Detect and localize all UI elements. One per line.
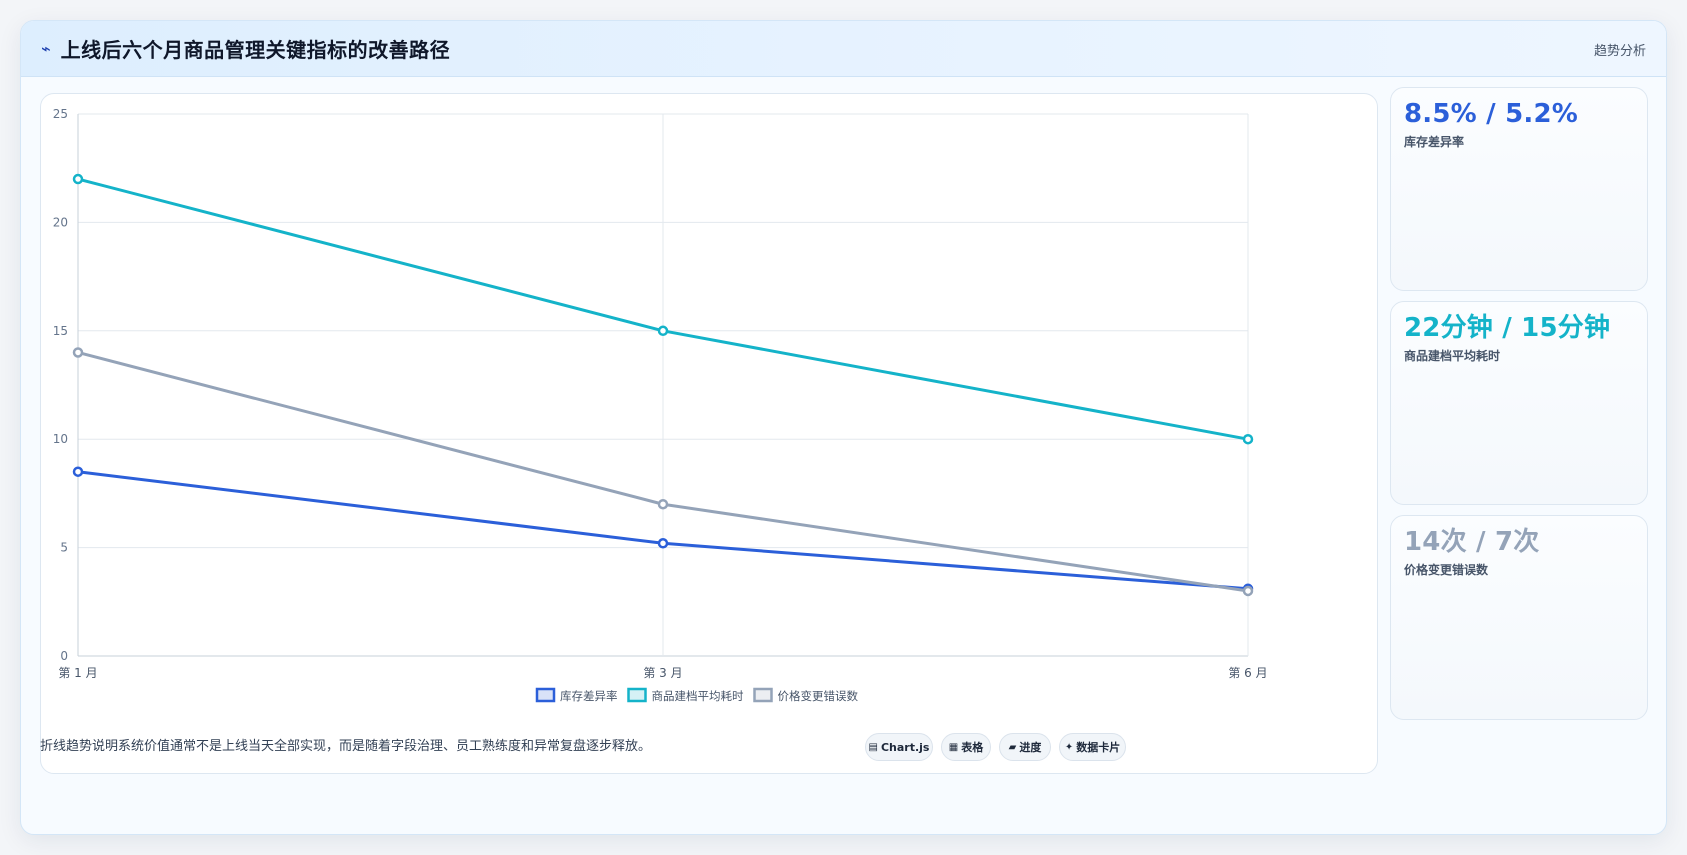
y-tick-label: 20 xyxy=(53,215,68,229)
legend-label: 价格变更错误数 xyxy=(778,689,859,703)
chart-icon: ▤ xyxy=(868,741,878,753)
chart-line-icon: ⌁ xyxy=(41,39,51,58)
pill-label: Chart.js xyxy=(880,740,930,754)
pill-label: 进度 xyxy=(1019,741,1042,754)
x-tick-label: 第 1 月 xyxy=(58,666,97,680)
stat-label: 价格变更错误数 xyxy=(1404,562,1489,577)
x-tick-label: 第 3 月 xyxy=(643,666,682,680)
data-point xyxy=(1242,585,1254,597)
stat-value: 14次 / 7次 xyxy=(1404,527,1540,557)
y-tick-label: 25 xyxy=(53,107,68,121)
pill-progress[interactable]: ▰ 进度 xyxy=(999,733,1051,761)
chart-card: ⌁ 上线后六个月商品管理关键指标的改善路径 趋势分析 0 5 10 15 20 25 第 1… xyxy=(20,20,1667,835)
legend-label: 商品建档平均耗时 xyxy=(652,689,744,703)
legend-swatch xyxy=(627,687,647,703)
page-title: 上线后六个月商品管理关键指标的改善路径 xyxy=(60,38,451,62)
stat-value: 8.5% / 5.2% xyxy=(1404,99,1579,129)
y-tick-label: 5 xyxy=(60,541,68,555)
pill-chartjs[interactable]: ▤ Chart.js xyxy=(865,733,933,761)
y-tick-label: 0 xyxy=(60,649,68,663)
stat-card-listing-time: 22分钟 / 15分钟 商品建档平均耗时 xyxy=(1390,301,1648,505)
stat-label: 库存差异率 xyxy=(1404,134,1465,149)
data-point xyxy=(72,347,84,358)
stat-card-inventory: 8.5% / 5.2% 库存差异率 xyxy=(1390,87,1648,291)
legend-swatch xyxy=(753,687,773,703)
pill-label: 表格 xyxy=(961,741,984,754)
card-header: ⌁ 上线后六个月商品管理关键指标的改善路径 趋势分析 xyxy=(21,21,1666,77)
data-point xyxy=(657,498,669,510)
stat-value: 22分钟 / 15分钟 xyxy=(1404,313,1611,343)
data-point xyxy=(657,325,669,337)
data-point xyxy=(657,538,669,549)
stat-card-price-errors: 14次 / 7次 价格变更错误数 xyxy=(1390,515,1648,720)
pill-data-card[interactable]: ✦ 数据卡片 xyxy=(1059,733,1126,761)
pill-table[interactable]: ▦ 表格 xyxy=(941,733,991,761)
data-point xyxy=(1242,433,1254,445)
chart-panel: 0 5 10 15 20 25 第 1 月 第 3 月 第 6 月库存差异率 商品建档平均耗时 价格… xyxy=(40,93,1378,774)
footer-note: 折线趋势说明系统价值通常不是上线当天全部实现，而是随着字段治理、员工熟练度和异常… xyxy=(40,739,652,754)
y-tick-label: 15 xyxy=(53,324,68,338)
table-icon: ▦ xyxy=(948,741,959,753)
header-tag: 趋势分析 xyxy=(1593,44,1646,59)
y-tick-label: 10 xyxy=(53,432,68,446)
x-tick-label: 第 6 月 xyxy=(1228,666,1267,680)
legend-swatch xyxy=(535,687,556,703)
progress-icon: ▰ xyxy=(1008,741,1017,753)
pill-label: 数据卡片 xyxy=(1076,741,1121,754)
stat-label: 商品建档平均耗时 xyxy=(1404,348,1501,363)
data-point xyxy=(72,173,84,185)
data-point xyxy=(72,466,84,477)
sparkle-icon: ✦ xyxy=(1064,741,1074,753)
legend-label: 库存差异率 xyxy=(560,689,618,703)
